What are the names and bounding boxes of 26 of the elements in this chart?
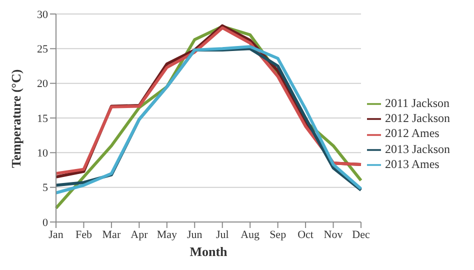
y-axis-title: Temperature (°C) bbox=[8, 69, 24, 168]
y-tick-label: 0 bbox=[42, 216, 48, 229]
x-tick-label: Apr bbox=[130, 228, 148, 241]
x-tick-label: Feb bbox=[75, 228, 92, 241]
legend-label: 2013 Jackson bbox=[385, 142, 450, 156]
y-tick-label: 15 bbox=[37, 112, 48, 125]
x-tick-label: Nov bbox=[324, 228, 344, 241]
y-tick-label: 10 bbox=[37, 148, 48, 160]
y-tick-label: 25 bbox=[37, 44, 48, 56]
legend-label: 2012 Ames bbox=[385, 126, 440, 140]
x-tick-label: Aug bbox=[240, 228, 260, 241]
y-tick-label: 20 bbox=[37, 78, 48, 90]
legend-label: 2012 Jackson bbox=[385, 111, 450, 126]
legend-label: 2013 Ames bbox=[385, 156, 440, 171]
y-tick-label: 5 bbox=[42, 182, 48, 194]
legend-label: 2011 Jackson bbox=[385, 96, 450, 110]
x-tick-label: Oct bbox=[298, 228, 314, 241]
x-tick-label: Jul bbox=[216, 228, 229, 241]
x-tick-label: Jan bbox=[48, 228, 64, 241]
x-tick-label: Dec bbox=[352, 228, 370, 241]
x-tick-label: Sep bbox=[270, 228, 287, 241]
x-tick-label: Jun bbox=[186, 228, 203, 241]
x-tick-label: Mar bbox=[102, 228, 121, 241]
x-axis-title: Month bbox=[190, 244, 228, 259]
y-tick-label: 30 bbox=[37, 8, 48, 21]
x-tick-label: May bbox=[156, 228, 178, 241]
